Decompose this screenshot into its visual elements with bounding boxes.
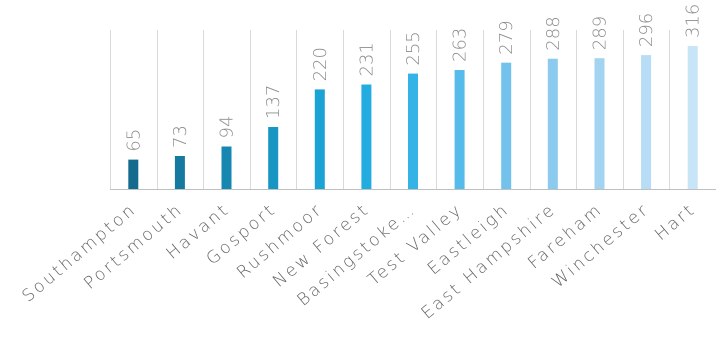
bar-hart [687, 46, 698, 189]
bar-havant [221, 146, 232, 189]
value-labels: 65 73 94 137 220 231 255 263 279 288 289 296 316 [123, 4, 703, 152]
category-label: Hart [651, 200, 700, 245]
bar-rushmoor [314, 89, 325, 189]
bar-east-hampshire [547, 58, 558, 190]
bar-test-valley [454, 70, 465, 189]
bar-gosport [268, 127, 279, 189]
bar-portsmouth [174, 156, 185, 189]
value-label: 65 [123, 129, 144, 152]
bars [128, 46, 698, 190]
value-label: 289 [590, 16, 611, 50]
value-label: 316 [683, 4, 704, 38]
bar-eastleigh [501, 62, 512, 190]
value-label: 231 [356, 42, 377, 76]
value-label: 137 [263, 85, 284, 119]
bar-fareham [594, 58, 605, 190]
value-label: 279 [496, 20, 517, 54]
bar-winchester [641, 55, 652, 189]
value-label: 263 [450, 28, 471, 62]
bar-basingstoke [408, 73, 418, 189]
bar-southampton [128, 159, 139, 189]
bar-new-forest [361, 84, 372, 189]
category-labels: SouthamptonPortsmouthHavantGosportRushmo… [18, 200, 699, 324]
value-label: 94 [217, 116, 238, 139]
grid-lines [110, 30, 670, 189]
value-label: 220 [310, 47, 331, 81]
value-label: 73 [170, 125, 191, 148]
value-label: 296 [636, 13, 657, 47]
value-label: 255 [403, 31, 424, 65]
value-label: 288 [543, 16, 564, 50]
